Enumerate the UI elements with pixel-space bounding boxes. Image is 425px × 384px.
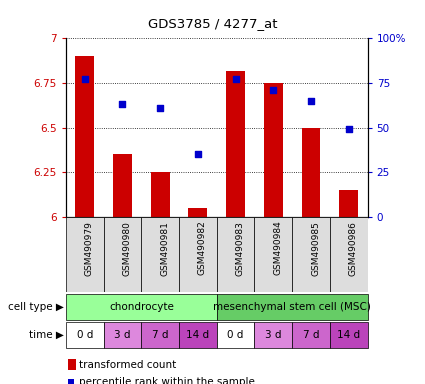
Point <box>119 101 126 107</box>
Text: GSM490979: GSM490979 <box>85 221 94 276</box>
Bar <box>226 71 245 217</box>
Point <box>232 76 239 83</box>
Bar <box>217 322 255 348</box>
Point <box>270 87 277 93</box>
Text: 0 d: 0 d <box>76 330 93 340</box>
Text: GSM490981: GSM490981 <box>160 221 169 276</box>
Bar <box>264 83 283 217</box>
Point <box>195 151 201 157</box>
Bar <box>66 322 104 348</box>
Text: 3 d: 3 d <box>114 330 131 340</box>
Bar <box>292 322 330 348</box>
Point <box>157 105 164 111</box>
Bar <box>104 217 141 292</box>
Bar <box>217 294 368 320</box>
Bar <box>330 217 368 292</box>
Text: GSM490983: GSM490983 <box>235 221 245 276</box>
Bar <box>141 217 179 292</box>
Bar <box>217 217 255 292</box>
Bar <box>339 190 358 217</box>
Bar <box>66 294 217 320</box>
Text: transformed count: transformed count <box>79 360 176 370</box>
Bar <box>302 127 320 217</box>
Point <box>346 126 352 132</box>
Text: time ▶: time ▶ <box>29 330 64 340</box>
Point <box>308 98 314 104</box>
Bar <box>151 172 170 217</box>
Bar <box>141 322 179 348</box>
Bar <box>66 217 104 292</box>
Text: GSM490982: GSM490982 <box>198 221 207 275</box>
Text: GSM490986: GSM490986 <box>349 221 358 276</box>
Bar <box>292 217 330 292</box>
Bar <box>255 322 292 348</box>
Text: 14 d: 14 d <box>337 330 360 340</box>
Bar <box>75 56 94 217</box>
Text: 14 d: 14 d <box>186 330 210 340</box>
Text: 7 d: 7 d <box>303 330 319 340</box>
Bar <box>330 322 368 348</box>
Text: percentile rank within the sample: percentile rank within the sample <box>79 377 255 384</box>
Bar <box>113 154 132 217</box>
Text: GSM490984: GSM490984 <box>273 221 282 275</box>
Bar <box>179 322 217 348</box>
Text: chondrocyte: chondrocyte <box>109 302 174 312</box>
Text: mesenchymal stem cell (MSC): mesenchymal stem cell (MSC) <box>213 302 371 312</box>
Bar <box>104 322 141 348</box>
Text: GSM490985: GSM490985 <box>311 221 320 276</box>
Text: GDS3785 / 4277_at: GDS3785 / 4277_at <box>148 17 277 30</box>
Bar <box>255 217 292 292</box>
Bar <box>188 208 207 217</box>
Text: GSM490980: GSM490980 <box>122 221 131 276</box>
Point <box>81 76 88 83</box>
Text: cell type ▶: cell type ▶ <box>8 302 64 312</box>
Text: 0 d: 0 d <box>227 330 244 340</box>
Text: 7 d: 7 d <box>152 330 168 340</box>
Bar <box>179 217 217 292</box>
Text: 3 d: 3 d <box>265 330 282 340</box>
